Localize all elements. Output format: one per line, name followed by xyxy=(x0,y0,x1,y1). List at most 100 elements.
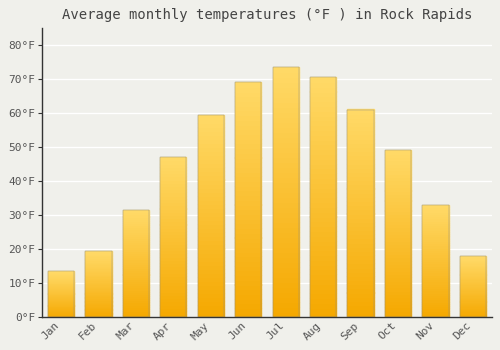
Bar xyxy=(235,82,262,87)
Bar xyxy=(460,296,486,298)
Bar xyxy=(48,275,74,276)
Bar xyxy=(460,274,486,276)
Bar xyxy=(123,242,149,244)
Bar xyxy=(86,288,112,289)
Bar xyxy=(235,237,262,242)
Bar xyxy=(385,220,411,224)
Bar xyxy=(235,176,262,181)
Bar xyxy=(198,248,224,253)
Bar xyxy=(86,263,112,264)
Bar xyxy=(422,306,448,308)
Bar xyxy=(123,246,149,249)
Bar xyxy=(123,300,149,302)
Bar xyxy=(348,134,374,139)
Bar xyxy=(198,220,224,224)
Bar xyxy=(272,107,299,112)
Bar xyxy=(348,226,374,230)
Bar xyxy=(460,300,486,302)
Bar xyxy=(310,270,336,274)
Bar xyxy=(160,180,186,183)
Bar xyxy=(235,195,262,200)
Bar xyxy=(422,209,448,212)
Bar xyxy=(235,280,262,285)
Bar xyxy=(235,190,262,195)
Bar xyxy=(348,110,374,114)
Bar xyxy=(86,299,112,300)
Bar xyxy=(86,271,112,272)
Bar xyxy=(123,270,149,272)
Bar xyxy=(385,314,411,317)
Bar xyxy=(310,298,336,303)
Bar xyxy=(422,230,448,232)
Bar xyxy=(198,212,224,216)
Bar xyxy=(272,102,299,107)
Bar xyxy=(272,82,299,87)
Bar xyxy=(48,303,74,304)
Bar xyxy=(86,292,112,294)
Bar xyxy=(198,188,224,192)
Bar xyxy=(385,264,411,267)
Bar xyxy=(310,163,336,168)
Bar xyxy=(123,274,149,277)
Bar xyxy=(460,309,486,310)
Bar xyxy=(235,153,262,158)
Bar xyxy=(48,271,74,272)
Bar xyxy=(123,307,149,309)
Bar xyxy=(198,155,224,159)
Bar xyxy=(198,122,224,127)
Bar xyxy=(460,259,486,260)
Bar xyxy=(348,280,374,284)
Bar xyxy=(48,272,74,273)
Bar xyxy=(348,267,374,272)
Bar xyxy=(385,294,411,298)
Bar xyxy=(385,254,411,257)
Bar xyxy=(310,149,336,154)
Bar xyxy=(272,122,299,127)
Bar xyxy=(198,183,224,188)
Bar xyxy=(123,315,149,317)
Bar xyxy=(123,255,149,257)
Bar xyxy=(385,201,411,204)
Bar xyxy=(123,266,149,268)
Bar xyxy=(460,301,486,303)
Bar xyxy=(348,305,374,309)
Bar xyxy=(86,286,112,287)
Bar xyxy=(422,207,448,210)
Bar xyxy=(123,285,149,287)
Bar xyxy=(422,272,448,275)
Bar xyxy=(86,316,112,317)
Bar xyxy=(160,279,186,282)
Bar xyxy=(86,312,112,314)
Bar xyxy=(310,293,336,298)
Bar xyxy=(460,282,486,283)
Bar xyxy=(460,289,486,290)
Bar xyxy=(160,260,186,263)
Bar xyxy=(272,152,299,157)
Bar xyxy=(385,154,411,157)
Bar xyxy=(385,251,411,254)
Bar xyxy=(422,236,448,239)
Bar xyxy=(86,251,112,252)
Bar xyxy=(123,272,149,274)
Bar xyxy=(198,131,224,135)
Bar xyxy=(422,304,448,306)
Bar xyxy=(160,257,186,260)
Bar xyxy=(272,67,299,317)
Bar xyxy=(86,283,112,284)
Bar xyxy=(198,139,224,143)
Bar xyxy=(272,272,299,278)
Bar xyxy=(160,196,186,199)
Bar xyxy=(310,135,336,140)
Bar xyxy=(348,218,374,222)
Bar xyxy=(86,251,112,317)
Bar xyxy=(310,202,336,207)
Bar xyxy=(310,250,336,255)
Bar xyxy=(272,147,299,152)
Bar xyxy=(160,186,186,189)
Bar xyxy=(348,284,374,288)
Bar xyxy=(272,97,299,102)
Bar xyxy=(460,303,486,304)
Bar xyxy=(160,247,186,250)
Bar xyxy=(460,265,486,266)
Bar xyxy=(198,175,224,180)
